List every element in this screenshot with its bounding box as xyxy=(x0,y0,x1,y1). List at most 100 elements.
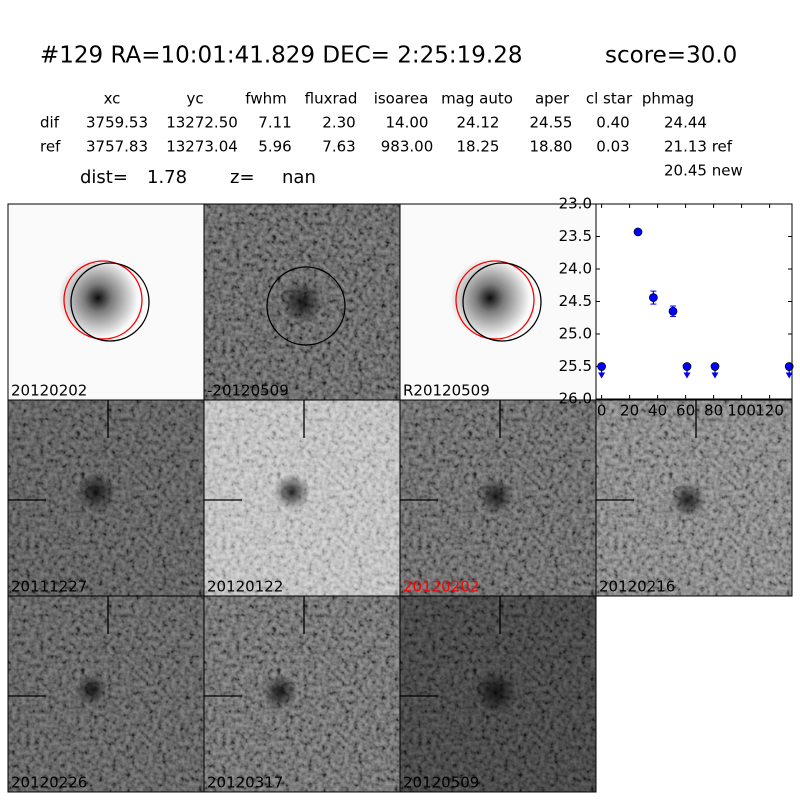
stamp-label: 20120202 xyxy=(11,382,87,400)
plot-frame xyxy=(595,203,793,400)
y-tick-label: 26.0 xyxy=(559,390,592,408)
limit-arrowhead xyxy=(711,372,719,379)
x-tick-label: 80 xyxy=(704,402,723,420)
y-tick-label: 23.0 xyxy=(559,195,592,213)
table-cell: 0.03 xyxy=(596,138,629,156)
row-label: ref xyxy=(40,138,61,156)
table-cell: 24.12 xyxy=(457,114,500,132)
image-stamp: 20120317 xyxy=(203,595,401,793)
limit-arrowhead xyxy=(598,372,606,379)
source xyxy=(274,474,310,510)
table-cell: 983.00 xyxy=(381,138,434,156)
table-cell: 7.11 xyxy=(258,114,291,132)
stamp-label: 20120122 xyxy=(207,578,283,596)
point xyxy=(682,362,692,371)
source xyxy=(76,472,116,512)
point xyxy=(784,362,794,371)
x-tick-label: 20 xyxy=(620,402,639,420)
table-cell: 2.30 xyxy=(322,114,355,132)
column-header: cl star xyxy=(586,90,633,108)
column-header: mag auto xyxy=(441,90,513,108)
phmag-note: 20.45 new xyxy=(664,162,743,180)
image-stamp: -20120509 xyxy=(203,203,401,401)
dist-value: 1.78 xyxy=(147,167,187,188)
column-header: xc xyxy=(104,90,121,108)
image-stamp: R20120509 xyxy=(399,203,597,401)
limit-arrowhead xyxy=(785,372,793,379)
table-cell: 0.40 xyxy=(596,114,629,132)
stamp-label: R20120509 xyxy=(403,382,490,400)
y-tick-label: 23.5 xyxy=(559,227,592,245)
plot-area xyxy=(596,204,792,399)
y-tick-label: 25.5 xyxy=(559,357,592,375)
image-stamp: 20111227 xyxy=(7,399,205,597)
image-stamp: 20120509 xyxy=(399,595,597,793)
stamp-label: 20120317 xyxy=(207,774,283,792)
stamp-frame xyxy=(399,595,597,793)
stamp-label: 20120202 xyxy=(403,578,479,596)
source xyxy=(262,674,298,710)
row-label: dif xyxy=(40,114,60,132)
stamp-label: 20120216 xyxy=(599,578,675,596)
y-tick-label: 25.0 xyxy=(559,325,592,343)
source xyxy=(670,482,706,518)
point xyxy=(649,293,658,302)
source xyxy=(450,258,530,338)
source xyxy=(478,478,514,514)
stamp-noise xyxy=(204,596,400,792)
table-cell: 5.96 xyxy=(258,138,291,156)
image-stamp: 20120226 xyxy=(7,595,205,793)
y-tick-label: 24.0 xyxy=(559,260,592,278)
stamp-label: 20120226 xyxy=(11,774,87,792)
source xyxy=(58,258,138,338)
table-cell: 18.80 xyxy=(530,138,573,156)
x-tick-label: 120 xyxy=(755,402,784,420)
column-header: yc xyxy=(186,90,203,108)
score: score=30.0 xyxy=(605,43,737,69)
aperture-black xyxy=(462,262,542,342)
table-cell: 14.00 xyxy=(386,114,429,132)
table-cell: 18.25 xyxy=(457,138,500,156)
image-stamp: 20120202 xyxy=(7,203,205,401)
source xyxy=(474,670,518,714)
limit-arrowhead xyxy=(683,372,691,379)
column-header: aper xyxy=(535,90,570,108)
point xyxy=(710,362,720,371)
stamp-frame xyxy=(595,399,793,597)
table-cell: 13273.04 xyxy=(166,138,238,156)
aperture-red xyxy=(63,260,143,340)
z-value: nan xyxy=(282,167,316,188)
point xyxy=(597,362,606,371)
stamp-label: -20120509 xyxy=(207,382,289,400)
source xyxy=(280,280,324,324)
aperture-red xyxy=(455,260,535,340)
image-stamp: 20120216 xyxy=(595,399,793,597)
x-tick-label: 60 xyxy=(676,402,695,420)
image-stamp: 20120122 xyxy=(203,399,401,597)
z-label: z= xyxy=(230,167,255,188)
column-header: fluxrad xyxy=(305,90,358,108)
column-header: fwhm xyxy=(245,90,286,108)
image-stamp: 20120202 xyxy=(399,399,597,597)
table-cell: 24.55 xyxy=(530,114,573,132)
title: #129 RA=10:01:41.829 DEC= 2:25:19.28 xyxy=(40,43,522,69)
point xyxy=(668,306,678,316)
table-cell: 13272.50 xyxy=(166,114,238,132)
table-cell: 24.44 xyxy=(664,114,707,132)
y-tick-label: 24.5 xyxy=(559,292,592,310)
x-tick-label: 100 xyxy=(727,402,756,420)
aperture-black xyxy=(266,266,346,346)
table-cell: 21.13 ref xyxy=(664,138,733,156)
table-cell: 3757.83 xyxy=(86,138,148,156)
aperture-black xyxy=(70,262,150,342)
column-header: phmag xyxy=(642,90,694,108)
stamp-label: 20120509 xyxy=(403,774,479,792)
dist-label: dist= xyxy=(80,167,128,188)
source xyxy=(76,674,108,706)
table-cell: 3759.53 xyxy=(86,114,148,132)
table-cell: 7.63 xyxy=(322,138,355,156)
stamp-label: 20111227 xyxy=(11,578,87,596)
column-header: isoarea xyxy=(374,90,429,108)
point xyxy=(633,227,643,237)
